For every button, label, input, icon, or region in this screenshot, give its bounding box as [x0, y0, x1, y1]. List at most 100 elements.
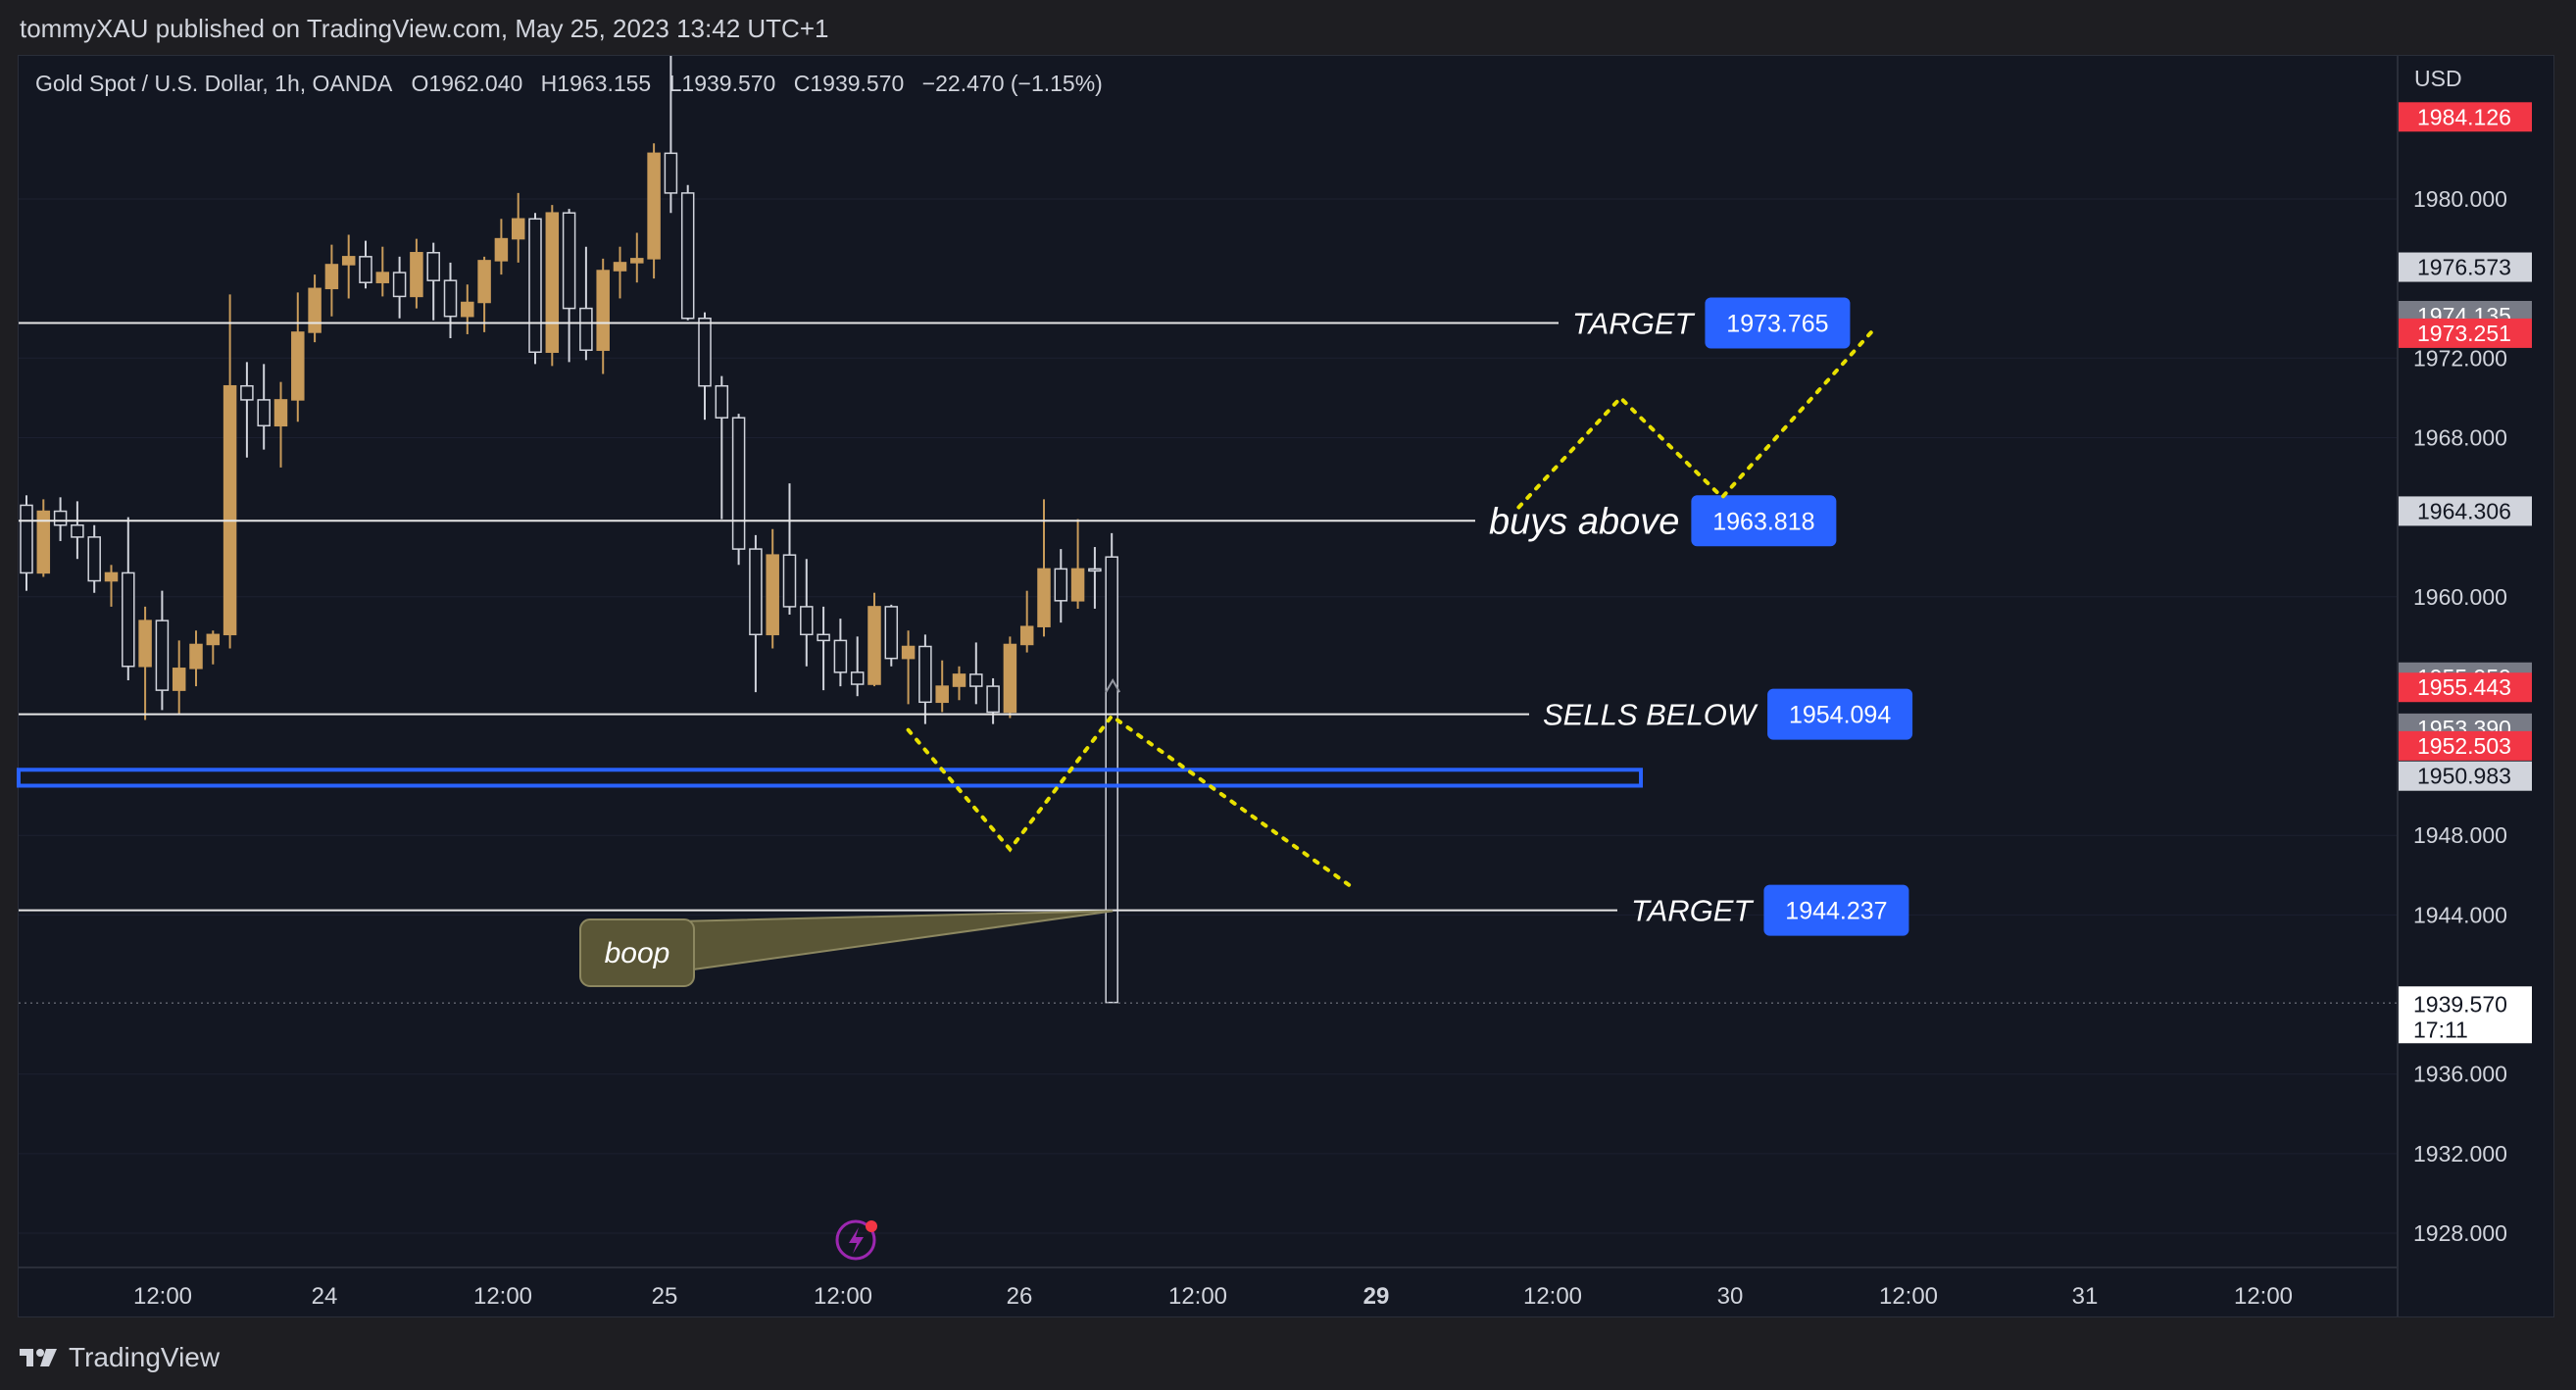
legend-c-label: C [794, 71, 811, 96]
candle-8 [155, 590, 170, 711]
level-label-0: TARGET [1572, 306, 1695, 340]
candle-body [426, 252, 440, 281]
candle-60 [1037, 499, 1051, 637]
level-label-1: buys above [1489, 502, 1679, 543]
legend-change: −22.470 (−1.15%) [922, 71, 1103, 96]
candle-body [308, 287, 322, 333]
legend-h-label: H [541, 71, 558, 96]
price-tick-6: 1936.000 [2413, 1062, 2507, 1087]
level-badge-1 [1691, 495, 1837, 547]
candle-37 [647, 143, 661, 279]
time-tick-4: 12:00 [814, 1283, 872, 1310]
candle-0 [20, 495, 33, 591]
candle-body [155, 620, 170, 691]
level-badge-text-3: 1944.237 [1785, 898, 1887, 925]
candle-24 [426, 242, 440, 321]
candle-36 [630, 232, 644, 283]
zone-rectangle[interactable] [17, 768, 1643, 788]
time-tick-10: 12:00 [1879, 1283, 1938, 1310]
price-tick-2: 1968.000 [2413, 424, 2507, 450]
time-tick-12: 12:00 [2234, 1283, 2293, 1310]
candle-body [1003, 643, 1017, 714]
candle-body [1105, 556, 1118, 1004]
candle-body [731, 417, 746, 550]
candle-33 [579, 246, 593, 361]
level-label-3: TARGET [1631, 893, 1754, 927]
candle-body [562, 212, 576, 310]
price-tag-text-8: 1952.503 [2417, 733, 2511, 759]
candle-body [461, 301, 474, 318]
price-axis[interactable]: USD 1980.000 1972.000 1968.000 1960.000 1948… [2397, 56, 2532, 1316]
candle-body [223, 384, 237, 636]
price-tag-4 [2399, 496, 2532, 526]
candle-64 [1105, 532, 1118, 1004]
candle-body [698, 317, 712, 387]
candle-body [36, 510, 51, 574]
price-tick-5: 1944.000 [2413, 902, 2507, 927]
candle-48 [833, 619, 848, 687]
legend-row: Gold Spot / U.S. Dollar, 1h, OANDA O1962… [35, 71, 1103, 96]
candle-body [528, 218, 542, 353]
candle-1 [36, 499, 51, 577]
candle-23 [410, 238, 423, 309]
candle-body [359, 256, 372, 283]
candle-body [477, 260, 491, 304]
candle-body [545, 212, 560, 353]
pane-grid [19, 198, 2398, 1234]
candle-50 [867, 592, 881, 687]
price-tick-4: 1948.000 [2413, 822, 2507, 848]
crossing-marker [1105, 677, 1121, 693]
candle-6 [122, 517, 135, 680]
candle-body [1088, 568, 1102, 572]
candle-56 [969, 642, 983, 705]
candle-body [782, 554, 797, 608]
drawings-layer[interactable]: TARGET 1973.765 buys above 1963.818 SELLS BE… [17, 297, 2398, 1005]
candle-body [392, 272, 407, 298]
level-label-2: SELLS BELOW [1543, 697, 1759, 731]
candle-39 [680, 184, 695, 321]
candle-body [680, 192, 695, 320]
price-tick-0: 1980.000 [2413, 186, 2507, 212]
candle-57 [986, 677, 1000, 724]
candle-44 [766, 528, 779, 649]
candle-body [1019, 625, 1034, 646]
time-axis[interactable]: 12:00 24 12:00 25 12:00 26 12:00 29 12:00 30 12:00… [19, 1266, 2398, 1310]
candle-body [375, 272, 390, 283]
candle-21 [375, 246, 390, 297]
candle-body [850, 671, 865, 685]
candle-body [918, 645, 932, 704]
candle-body [53, 510, 68, 526]
candle-58 [1003, 636, 1017, 719]
candle-body [749, 548, 763, 636]
time-tick-9: 30 [1717, 1283, 1744, 1310]
legend-o-label: O [411, 71, 428, 96]
time-tick-6: 12:00 [1168, 1283, 1227, 1310]
candle-body [800, 606, 814, 636]
candle-35 [613, 246, 627, 299]
candle-2 [53, 497, 68, 541]
candle-body [189, 643, 203, 670]
projection-up-path[interactable] [1516, 325, 1877, 510]
candle-62 [1070, 519, 1085, 609]
lightning-icon[interactable] [835, 1219, 877, 1261]
tradingview-logo-icon[interactable] [20, 1347, 59, 1368]
footer: TradingView [20, 1333, 220, 1382]
candle-body [71, 523, 84, 538]
boop-note[interactable]: boop [579, 910, 1114, 987]
candle-61 [1054, 549, 1068, 623]
candle-body [579, 307, 593, 351]
candle-40 [698, 312, 712, 421]
price-tag-text-9: 1950.983 [2417, 764, 2511, 789]
candle-body [20, 504, 33, 574]
footer-brand[interactable]: TradingView [69, 1342, 221, 1372]
candle-body [647, 152, 661, 260]
projection-down-path[interactable] [906, 713, 1352, 887]
candle-body [324, 264, 339, 290]
price-tag-8 [2399, 730, 2532, 761]
candle-18 [324, 244, 339, 317]
candle-55 [952, 666, 966, 701]
candle-28 [494, 219, 509, 275]
candle-body [952, 673, 966, 687]
candle-body [1037, 568, 1051, 627]
